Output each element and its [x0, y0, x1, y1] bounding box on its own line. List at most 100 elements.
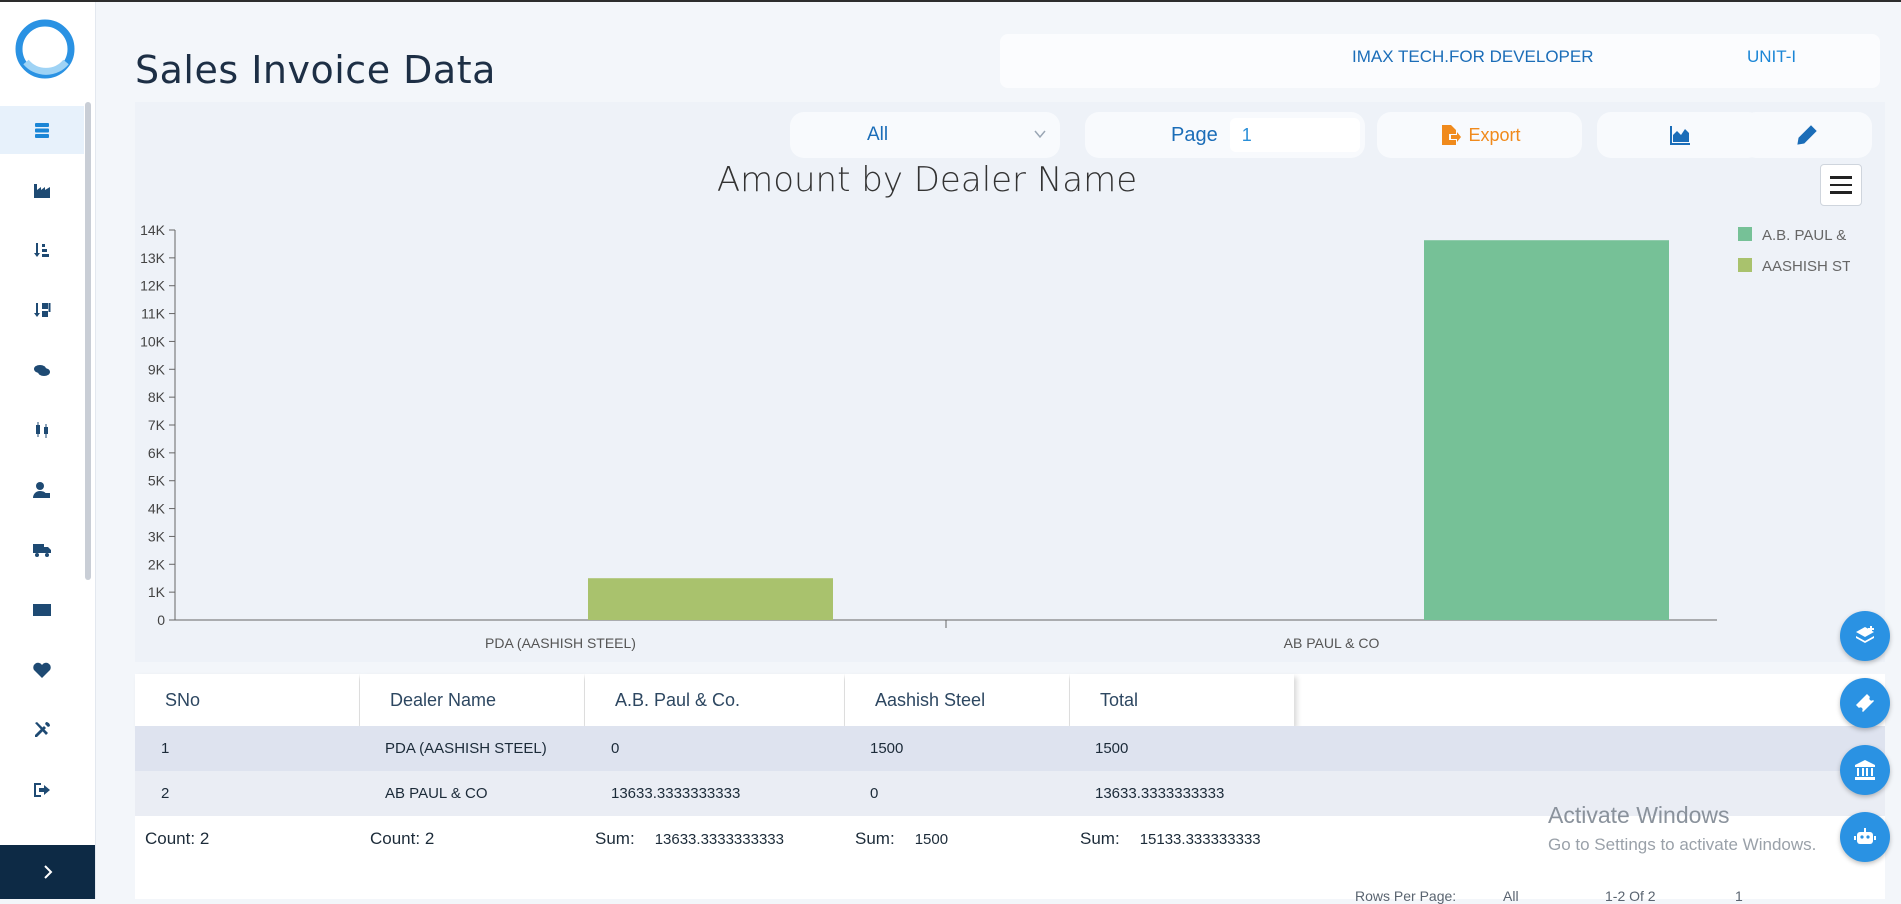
- y-tick-label: 10K: [140, 333, 166, 349]
- sidebar-item-coins[interactable]: [0, 346, 84, 394]
- edit-button[interactable]: [1742, 112, 1872, 158]
- robot-fab[interactable]: [1840, 812, 1890, 862]
- footer-sum-total: Sum: 15133.333333333: [1080, 829, 1261, 848]
- y-tick-label: 1K: [148, 584, 166, 600]
- column-header-dealer[interactable]: Dealer Name: [360, 674, 584, 726]
- cell-sno: 1: [161, 740, 170, 757]
- layer-plus-icon: [1856, 626, 1874, 643]
- bar: [1424, 240, 1669, 620]
- cell-total: 1500: [1095, 740, 1129, 757]
- sidebar-item-users[interactable]: [0, 466, 84, 514]
- y-tick-label: 12K: [140, 278, 166, 294]
- export-button[interactable]: Export: [1377, 112, 1582, 158]
- cell-dealer: AB PAUL & CO: [385, 785, 488, 802]
- chevron-right-icon: [43, 865, 52, 879]
- y-tick-label: 3K: [148, 528, 166, 544]
- cell-aashish: 0: [870, 785, 879, 802]
- sidebar-expand-button[interactable]: [0, 845, 95, 899]
- y-tick-label: 2K: [148, 556, 166, 572]
- page-range: 1-2 Of 2: [1605, 888, 1656, 904]
- y-tick-label: 13K: [140, 250, 166, 266]
- column-header-aashish[interactable]: Aashish Steel: [845, 674, 1069, 726]
- user-tag-icon: [33, 482, 50, 498]
- footer-sum-aashish: Sum: 1500: [855, 829, 949, 848]
- y-tick-label: 6K: [148, 445, 166, 461]
- legend-swatch: [1738, 227, 1752, 241]
- sidebar-item-sort[interactable]: [0, 226, 84, 274]
- file-export-icon: [1442, 125, 1462, 145]
- legend-swatch: [1738, 258, 1752, 272]
- column-header-sno[interactable]: SNo: [135, 674, 359, 726]
- chart-menu-button[interactable]: [1820, 164, 1862, 206]
- tools-icon: [35, 722, 50, 737]
- bar-chart: Amount by Dealer Name 0 1K 2K 3K 4K 5K 6K 7K 8K 9K…: [140, 162, 1850, 651]
- rows-per-page-select[interactable]: All: [1503, 888, 1519, 904]
- factory-icon: [34, 184, 50, 198]
- sidebar-item-chart[interactable]: [0, 406, 84, 454]
- sidebar-item-industry[interactable]: [0, 166, 84, 214]
- sidebar-item-payments[interactable]: [0, 586, 84, 634]
- top-info-bar: [1000, 34, 1880, 88]
- ticket-icon: [1856, 694, 1874, 712]
- legend-label: A.B. PAUL & CO.: [1762, 227, 1850, 244]
- sidebar-item-delivery[interactable]: [0, 526, 84, 574]
- robot-icon: [1854, 828, 1876, 844]
- sidebar-item-data[interactable]: [0, 106, 84, 154]
- area-chart-icon: [1669, 126, 1690, 145]
- filter-select[interactable]: All: [790, 112, 1060, 158]
- y-tick-label: 7K: [148, 417, 166, 433]
- page-input[interactable]: [1229, 118, 1360, 152]
- unit-name[interactable]: UNIT-I: [1747, 47, 1797, 66]
- cell-ab-paul: 13633.3333333333: [611, 785, 741, 802]
- bank-fab[interactable]: [1840, 745, 1890, 795]
- activate-windows-title: Activate Windows: [1548, 802, 1730, 828]
- chart-view-button[interactable]: [1597, 112, 1762, 158]
- rows-per-page-label: Rows Per Page:: [1355, 888, 1457, 904]
- y-tick-label: 11K: [141, 306, 166, 322]
- money-check-icon: [33, 604, 51, 616]
- bank-icon: [1855, 760, 1875, 780]
- column-header-ab-paul[interactable]: A.B. Paul & Co.: [585, 674, 844, 726]
- sidebar-item-sort-alert[interactable]: [0, 286, 84, 334]
- filter-value: All: [866, 124, 889, 145]
- cell-dealer: PDA (AASHISH STEEL): [385, 740, 547, 757]
- table-header: SNo Dealer Name A.B. Paul & Co. Aashish …: [135, 674, 1885, 726]
- chart-title: Amount by Dealer Name: [717, 162, 1137, 200]
- cell-ab-paul: 0: [611, 740, 620, 757]
- sidebar-item-favorites[interactable]: [0, 646, 84, 694]
- table-footer: Count: 2 Count: 2 Sum: 13633.3333333333 S…: [135, 816, 1885, 862]
- footer-sum-ab-paul: Sum: 13633.3333333333: [595, 829, 784, 848]
- layers-fab[interactable]: [1840, 611, 1890, 661]
- sidebar-item-settings[interactable]: [0, 706, 84, 754]
- footer-count-sno: Count: 2: [145, 829, 210, 848]
- company-name[interactable]: IMAX TECH.FOR DEVELOPER: [1352, 47, 1594, 66]
- ticket-fab[interactable]: [1840, 678, 1890, 728]
- sidebar-item-logout[interactable]: [0, 766, 84, 814]
- data-table: SNo Dealer Name A.B. Paul & Co. Aashish …: [135, 674, 1885, 862]
- column-header-total[interactable]: Total: [1070, 674, 1294, 726]
- sidebar-scrollbar[interactable]: [85, 102, 91, 580]
- page-label: Page: [1171, 123, 1218, 146]
- app-logo[interactable]: [14, 18, 76, 80]
- page-selector: Page: [1085, 112, 1365, 158]
- truck-icon: [33, 544, 51, 557]
- y-tick-label: 4K: [148, 501, 166, 517]
- pager-page[interactable]: 1: [1735, 888, 1743, 904]
- sign-out-icon: [34, 783, 50, 797]
- server-icon: [35, 123, 49, 138]
- y-tick-label: 14K: [140, 222, 166, 238]
- export-label: Export: [1468, 124, 1521, 145]
- legend-label: AASHISH STEEL: [1762, 258, 1850, 275]
- y-tick-label: 8K: [148, 389, 166, 405]
- bar: [588, 578, 833, 620]
- sort-exclamation-icon: [34, 303, 51, 317]
- y-tick-label: 0: [157, 612, 165, 628]
- y-tick-label: 9K: [148, 361, 166, 377]
- table-row[interactable]: 2 AB PAUL & CO 13633.3333333333 0 13633.…: [135, 771, 1885, 816]
- table-row[interactable]: 1 PDA (AASHISH STEEL) 0 1500 1500: [135, 726, 1885, 771]
- chevron-down-icon: [1034, 130, 1046, 139]
- heart-icon: [33, 662, 51, 678]
- cell-sno: 2: [161, 785, 170, 802]
- activate-windows-subtitle: Go to Settings to activate Windows.: [1548, 835, 1817, 854]
- cell-total: 13633.3333333333: [1095, 785, 1225, 802]
